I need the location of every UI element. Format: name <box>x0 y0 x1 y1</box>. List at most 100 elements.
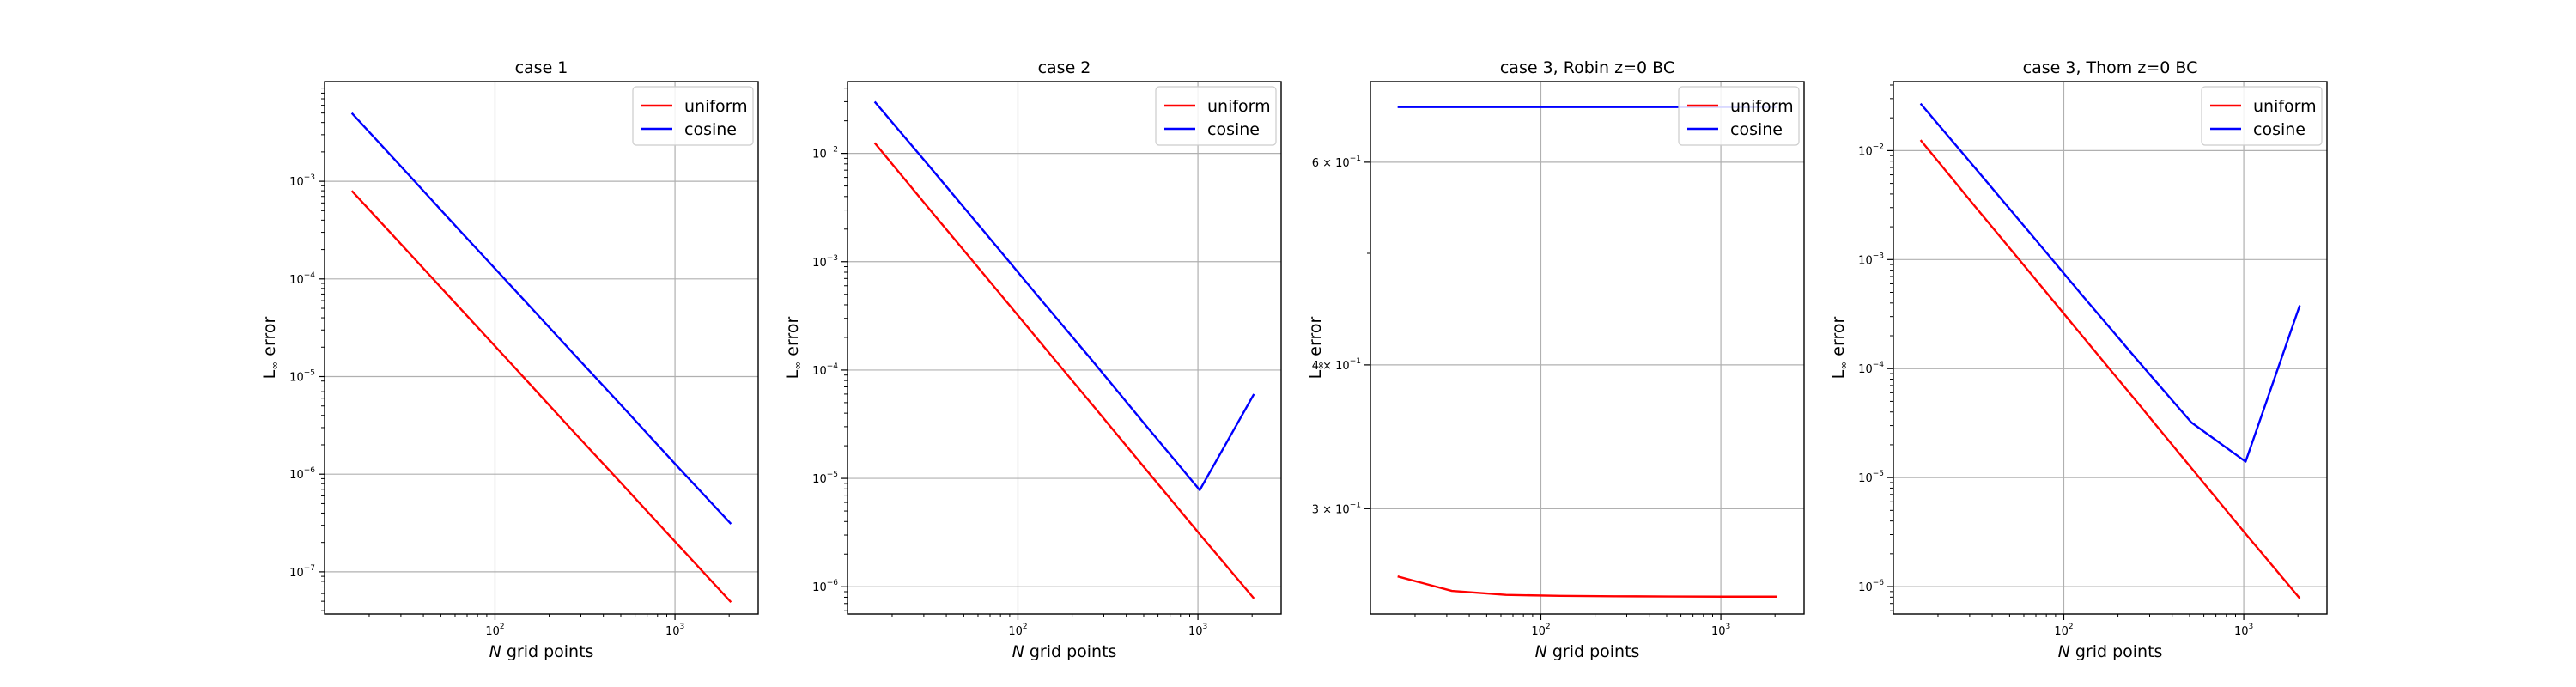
y-tick-base: 10 <box>1858 145 1873 158</box>
y-tick-label: 10−3 <box>289 173 315 189</box>
legend-label-uniform: uniform <box>1730 97 1794 116</box>
x-tick-exponent: 3 <box>1725 623 1730 631</box>
y-tick-base: 10 <box>289 469 304 482</box>
y-tick-base: 10 <box>812 365 827 378</box>
x-tick-label: 103 <box>665 623 684 638</box>
y-tick-label: 10−6 <box>1858 579 1884 594</box>
x-axis-label-symbol: N <box>489 642 501 661</box>
legend-label-cosine: cosine <box>1730 120 1783 139</box>
y-axis-label-text: error <box>260 317 279 362</box>
series-line-uniform <box>1919 139 2301 599</box>
y-tick-label: 4 × 10−1 <box>1312 357 1361 373</box>
y-axis-label: L∞ error <box>260 317 281 380</box>
y-tick-base: 10 <box>289 274 304 287</box>
series-line-uniform <box>1397 575 1777 598</box>
y-tick-label: 10−6 <box>812 579 838 594</box>
y-tick-label: 10−3 <box>812 254 838 270</box>
y-tick-base: 10 <box>1858 363 1873 376</box>
subplot-title: case 3, Thom z=0 BC <box>2023 58 2198 77</box>
y-tick-label: 3 × 10−1 <box>1312 501 1361 516</box>
x-tick-base: 10 <box>2054 625 2069 638</box>
y-tick-label: 10−4 <box>289 271 315 287</box>
x-tick-base: 10 <box>1008 625 1023 638</box>
y-tick-label: 10−5 <box>289 369 315 385</box>
y-tick-label: 10−4 <box>1858 361 1884 376</box>
subplot-title: case 2 <box>1038 58 1091 77</box>
y-tick-exponent: −3 <box>827 254 838 263</box>
plot-frame <box>324 81 759 615</box>
legend-label-uniform: uniform <box>2253 97 2317 116</box>
y-tick-exponent: −3 <box>304 173 315 182</box>
y-axis-label: L∞ error <box>1829 317 1850 380</box>
y-tick-base: 10 <box>1858 581 1873 594</box>
y-tick-exponent: −5 <box>827 471 838 479</box>
x-axis-label-symbol: N <box>1535 642 1547 661</box>
y-axis-label-subscript: ∞ <box>1838 362 1850 370</box>
x-tick-label: 102 <box>1531 623 1550 638</box>
x-axis-label: N grid points <box>489 642 594 661</box>
y-tick-exponent: −4 <box>304 271 316 280</box>
y-tick-base: 10 <box>289 567 304 580</box>
y-tick-label: 10−5 <box>812 471 838 486</box>
y-axis-label-subscript: ∞ <box>1315 362 1327 370</box>
series-line-uniform <box>873 142 1255 599</box>
legend-box <box>2201 86 2323 146</box>
y-tick-base: 10 <box>289 176 304 189</box>
x-tick-label: 102 <box>1008 623 1027 638</box>
y-tick-label: 10−5 <box>1858 470 1884 485</box>
y-tick-exponent: −1 <box>1350 501 1361 509</box>
series-line-uniform <box>350 190 732 603</box>
x-axis-label-text: grid points <box>2070 642 2163 661</box>
subplot-title: case 1 <box>515 58 568 77</box>
series-line-cosine <box>1919 102 2301 463</box>
plot-frame <box>1370 81 1805 615</box>
x-tick-exponent: 3 <box>1202 623 1207 631</box>
legend-label-cosine: cosine <box>2253 120 2306 139</box>
legend-label-cosine: cosine <box>684 120 737 139</box>
y-tick-exponent: −7 <box>304 564 315 573</box>
y-tick-exponent: −6 <box>827 579 839 587</box>
y-axis-label-subscript: ∞ <box>269 362 281 370</box>
x-tick-exponent: 2 <box>1023 623 1028 631</box>
legend-box <box>1678 86 1800 146</box>
legend-box <box>632 86 754 146</box>
legend-label-cosine: cosine <box>1207 120 1260 139</box>
y-tick-base: 4 × 10 <box>1312 360 1350 373</box>
y-tick-label: 10−2 <box>812 146 838 161</box>
x-tick-exponent: 2 <box>1546 623 1551 631</box>
y-tick-label: 10−4 <box>812 362 838 378</box>
y-axis-label-text: error <box>783 317 802 362</box>
series-line-cosine <box>873 100 1255 491</box>
x-tick-exponent: 3 <box>679 623 684 631</box>
x-tick-base: 10 <box>1188 625 1203 638</box>
x-axis-label: N grid points <box>1012 642 1117 661</box>
y-tick-label: 6 × 10−1 <box>1312 155 1361 170</box>
x-axis-label: N grid points <box>2058 642 2163 661</box>
x-tick-label: 103 <box>2234 623 2253 638</box>
y-tick-base: 10 <box>812 149 827 161</box>
y-tick-label: 10−6 <box>289 466 315 482</box>
y-tick-exponent: −3 <box>1873 252 1884 260</box>
y-tick-exponent: −5 <box>304 369 315 378</box>
y-tick-exponent: −2 <box>827 146 838 155</box>
x-axis-label-symbol: N <box>1012 642 1024 661</box>
y-tick-exponent: −6 <box>1873 579 1885 587</box>
y-tick-base: 10 <box>812 581 827 594</box>
y-axis-label-symbol: L <box>260 369 279 379</box>
y-axis-label: L∞ error <box>783 317 804 380</box>
y-tick-exponent: −4 <box>827 362 839 371</box>
y-axis-label-text: error <box>1306 317 1325 362</box>
y-tick-base: 10 <box>289 372 304 385</box>
y-axis-label-subscript: ∞ <box>792 362 804 370</box>
y-tick-base: 3 × 10 <box>1312 503 1350 516</box>
y-tick-label: 10−2 <box>1858 143 1884 158</box>
x-tick-base: 10 <box>665 625 680 638</box>
y-tick-base: 10 <box>812 473 827 486</box>
y-axis-label-symbol: L <box>1829 369 1848 379</box>
y-tick-exponent: −1 <box>1350 357 1361 366</box>
